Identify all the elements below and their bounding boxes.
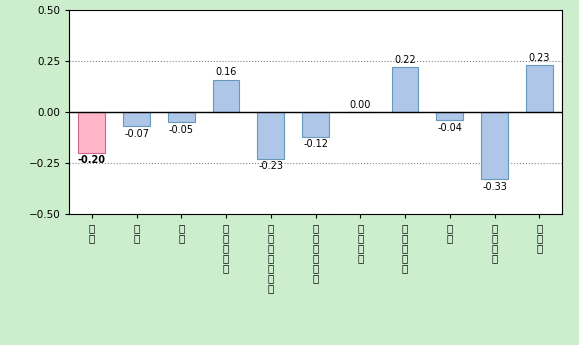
Text: -0.05: -0.05 [169, 125, 194, 135]
Text: 0.16: 0.16 [215, 67, 237, 77]
Text: -0.04: -0.04 [437, 123, 462, 133]
Bar [302, 112, 329, 137]
Bar [123, 112, 150, 126]
Text: -0.12: -0.12 [303, 139, 328, 149]
Bar [437, 112, 463, 120]
Text: -0.33: -0.33 [482, 182, 507, 192]
Text: 0.23: 0.23 [529, 53, 550, 63]
Text: 0.22: 0.22 [394, 55, 416, 65]
Text: -0.07: -0.07 [124, 129, 149, 139]
Bar [212, 80, 240, 112]
Bar [391, 67, 419, 112]
Text: -0.20: -0.20 [78, 155, 106, 165]
Text: -0.23: -0.23 [258, 161, 283, 171]
Bar [481, 112, 508, 179]
Text: 0.00: 0.00 [350, 100, 371, 110]
Bar [526, 65, 553, 112]
Bar [78, 112, 105, 153]
Bar [168, 112, 195, 122]
Bar [258, 112, 284, 159]
